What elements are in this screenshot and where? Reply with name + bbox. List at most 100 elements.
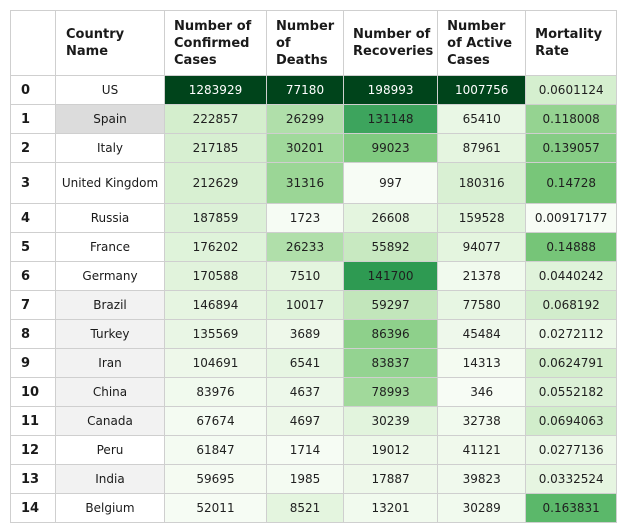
cell-mortality: 0.0694063 [525, 406, 618, 436]
cell-deaths: 7510 [266, 261, 344, 291]
cell-deaths: 26299 [266, 104, 344, 134]
header-confirmed-cases: Number of Confirmed Cases [164, 10, 267, 76]
row-index: 13 [10, 464, 56, 494]
cell-recoveries: 99023 [342, 133, 439, 163]
cell-deaths: 10017 [266, 290, 344, 320]
cell-mortality: 0.14888 [525, 232, 618, 262]
row-index: 6 [10, 261, 56, 291]
cell-country-name: Belgium [55, 493, 165, 523]
cell-confirmed: 170588 [164, 261, 267, 291]
row-index: 4 [10, 203, 56, 233]
cell-confirmed: 83976 [164, 377, 267, 407]
cell-active: 39823 [437, 464, 527, 494]
cell-mortality: 0.0272112 [525, 319, 618, 349]
cell-country-name: Turkey [55, 319, 165, 349]
cell-mortality: 0.0277136 [525, 435, 618, 465]
header-active-cases: Number of Active Cases [437, 10, 527, 76]
covid-statistics-table: Country Name Number of Confirmed Cases N… [10, 10, 618, 523]
header-deaths: Number of Deaths [266, 10, 344, 76]
cell-confirmed: 176202 [164, 232, 267, 262]
cell-confirmed: 67674 [164, 406, 267, 436]
cell-mortality: 0.118008 [525, 104, 618, 134]
cell-active: 1007756 [437, 75, 527, 105]
row-index: 11 [10, 406, 56, 436]
cell-recoveries: 198993 [342, 75, 439, 105]
cell-recoveries: 78993 [342, 377, 439, 407]
cell-active: 14313 [437, 348, 527, 378]
cell-confirmed: 59695 [164, 464, 267, 494]
cell-active: 65410 [437, 104, 527, 134]
cell-recoveries: 86396 [342, 319, 439, 349]
cell-recoveries: 30239 [342, 406, 439, 436]
cell-country-name: France [55, 232, 165, 262]
cell-deaths: 8521 [266, 493, 344, 523]
cell-confirmed: 187859 [164, 203, 267, 233]
cell-deaths: 6541 [266, 348, 344, 378]
cell-mortality: 0.139057 [525, 133, 618, 163]
cell-country-name: Canada [55, 406, 165, 436]
cell-country-name: China [55, 377, 165, 407]
cell-recoveries: 13201 [342, 493, 439, 523]
cell-deaths: 1723 [266, 203, 344, 233]
cell-country-name: India [55, 464, 165, 494]
cell-recoveries: 83837 [342, 348, 439, 378]
cell-recoveries: 55892 [342, 232, 439, 262]
cell-deaths: 77180 [266, 75, 344, 105]
header-recoveries: Number of Recoveries [342, 10, 439, 76]
table-row: 0 US 1283929 77180 198993 1007756 0.0601124 [10, 75, 618, 105]
table-row: 14 Belgium 52011 8521 13201 30289 0.163831 [10, 493, 618, 523]
row-index: 3 [10, 162, 56, 204]
cell-confirmed: 61847 [164, 435, 267, 465]
cell-active: 32738 [437, 406, 527, 436]
cell-active: 94077 [437, 232, 527, 262]
cell-deaths: 1714 [266, 435, 344, 465]
cell-deaths: 4697 [266, 406, 344, 436]
row-index: 7 [10, 290, 56, 320]
cell-confirmed: 222857 [164, 104, 267, 134]
table-row: 5 France 176202 26233 55892 94077 0.14888 [10, 232, 618, 262]
row-index: 9 [10, 348, 56, 378]
cell-active: 159528 [437, 203, 527, 233]
cell-active: 30289 [437, 493, 527, 523]
cell-recoveries: 59297 [342, 290, 439, 320]
cell-confirmed: 135569 [164, 319, 267, 349]
cell-mortality: 0.00917177 [525, 203, 618, 233]
header-country-name: Country Name [55, 10, 165, 76]
cell-country-name: Germany [55, 261, 165, 291]
table-row: 12 Peru 61847 1714 19012 41121 0.0277136 [10, 435, 618, 465]
cell-mortality: 0.0332524 [525, 464, 618, 494]
table-row: 10 China 83976 4637 78993 346 0.0552182 [10, 377, 618, 407]
cell-country-name: Iran [55, 348, 165, 378]
cell-confirmed: 104691 [164, 348, 267, 378]
cell-confirmed: 212629 [164, 162, 267, 204]
cell-recoveries: 26608 [342, 203, 439, 233]
cell-active: 21378 [437, 261, 527, 291]
cell-mortality: 0.0440242 [525, 261, 618, 291]
row-index: 12 [10, 435, 56, 465]
cell-country-name: Spain [55, 104, 165, 134]
cell-country-name: Peru [55, 435, 165, 465]
row-index: 8 [10, 319, 56, 349]
cell-mortality: 0.068192 [525, 290, 618, 320]
cell-deaths: 3689 [266, 319, 344, 349]
table-row: 9 Iran 104691 6541 83837 14313 0.0624791 [10, 348, 618, 378]
cell-active: 45484 [437, 319, 527, 349]
table-row: 3 United Kingdom 212629 31316 997 180316 0.147… [10, 162, 618, 204]
cell-deaths: 4637 [266, 377, 344, 407]
cell-recoveries: 17887 [342, 464, 439, 494]
cell-confirmed: 1283929 [164, 75, 267, 105]
cell-confirmed: 52011 [164, 493, 267, 523]
cell-active: 180316 [437, 162, 527, 204]
cell-country-name: Italy [55, 133, 165, 163]
header-index [10, 10, 56, 76]
cell-country-name: Russia [55, 203, 165, 233]
cell-recoveries: 997 [342, 162, 439, 204]
cell-mortality: 0.163831 [525, 493, 618, 523]
table-row: 2 Italy 217185 30201 99023 87961 0.139057 [10, 133, 618, 163]
table-row: 4 Russia 187859 1723 26608 159528 0.00917177 [10, 203, 618, 233]
table-body: 0 US 1283929 77180 198993 1007756 0.0601124 1 Sp… [10, 75, 618, 523]
row-index: 2 [10, 133, 56, 163]
cell-confirmed: 217185 [164, 133, 267, 163]
row-index: 14 [10, 493, 56, 523]
row-index: 1 [10, 104, 56, 134]
